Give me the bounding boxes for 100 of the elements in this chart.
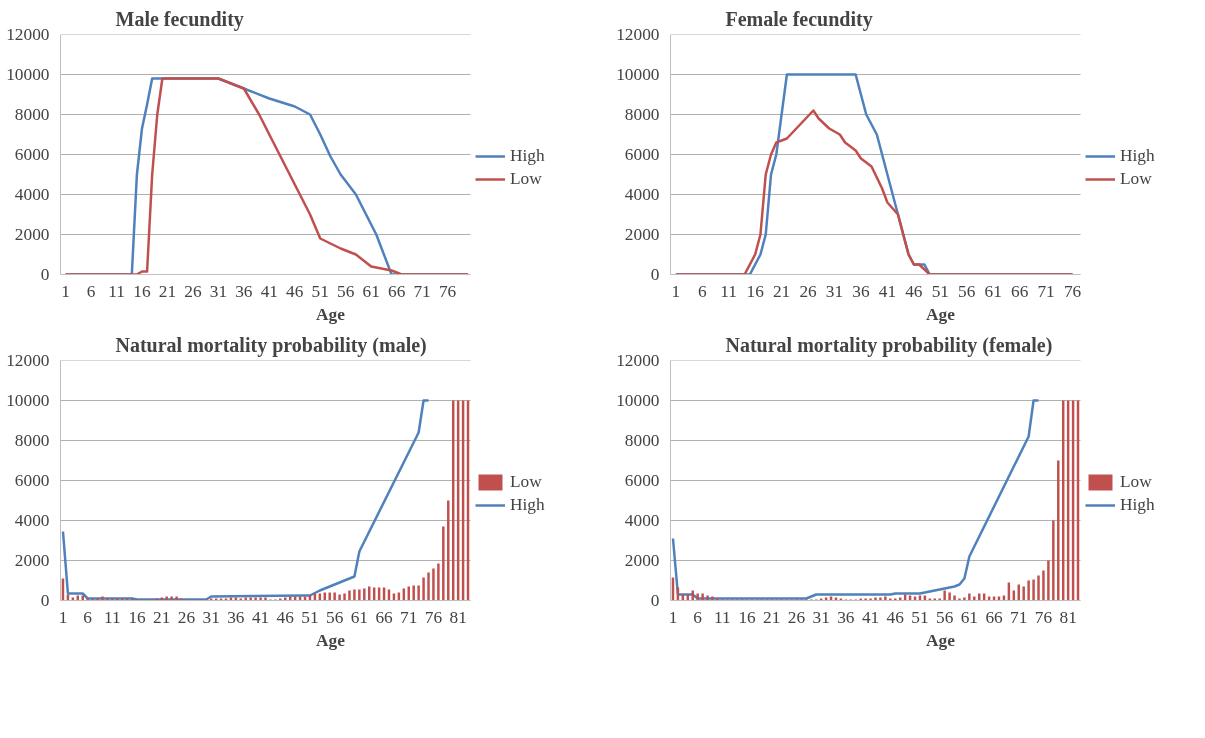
x-tick-label: 11 [714, 607, 731, 627]
x-tick-label: 46 [886, 607, 905, 627]
x-tick-label: 56 [337, 281, 355, 301]
x-tick-label: 41 [861, 607, 880, 627]
x-tick-label: 46 [276, 607, 295, 627]
x-tick-label: 51 [311, 281, 329, 301]
x-tick-label: 36 [852, 281, 870, 301]
y-tick-label: 6000 [14, 145, 50, 164]
x-tick-label: 61 [960, 607, 979, 627]
x-tick-label: 16 [746, 281, 765, 301]
x-tick-label: 56 [958, 281, 976, 301]
chart-title: Male fecundity [115, 7, 244, 31]
x-tick-label: 11 [108, 281, 125, 301]
x-tick-label: 56 [935, 607, 954, 627]
y-tick-label: 6000 [624, 471, 660, 490]
x-tick-label: 36 [227, 607, 245, 627]
x-tick-label: 31 [209, 281, 228, 301]
x-axis-title: Age [316, 304, 346, 324]
x-tick-label: 76 [424, 607, 443, 627]
legend-label: Low [510, 169, 542, 189]
y-tick-label: 4000 [624, 511, 660, 530]
x-tick-label: 71 [400, 607, 418, 627]
x-tick-label: 56 [325, 607, 344, 627]
x-tick-label: 51 [931, 281, 949, 301]
legend-label: High [1120, 146, 1155, 166]
y-tick-label: 12000 [616, 351, 660, 370]
y-tick-label: 10000 [6, 65, 50, 84]
x-axis-title: Age [316, 630, 346, 650]
y-tick-label: 8000 [624, 431, 660, 450]
x-tick-label: 16 [738, 607, 757, 627]
chart-title: Natural mortality probability (male) [115, 333, 427, 357]
y-tick-label: 4000 [14, 511, 50, 530]
legend-label: Low [1120, 472, 1152, 492]
x-tick-label: 76 [1063, 281, 1082, 301]
y-tick-label: 2000 [14, 551, 50, 570]
y-tick-label: 2000 [14, 225, 50, 244]
x-tick-label: 71 [1010, 607, 1028, 627]
y-tick-label: 4000 [624, 185, 660, 204]
x-tick-label: 6 [697, 281, 707, 301]
x-tick-label: 76 [438, 281, 457, 301]
legend-label: High [1120, 495, 1155, 515]
x-tick-label: 76 [1034, 607, 1053, 627]
x-tick-label: 31 [202, 607, 220, 627]
x-tick-label: 26 [184, 281, 202, 301]
y-tick-label: 4000 [14, 185, 50, 204]
y-tick-label: 12000 [6, 351, 50, 370]
x-tick-label: 41 [260, 281, 278, 301]
x-tick-label: 1 [61, 281, 70, 301]
y-tick-label: 10000 [6, 391, 50, 410]
x-tick-label: 71 [413, 281, 431, 301]
x-tick-label: 51 [301, 607, 319, 627]
x-tick-label: 6 [86, 281, 96, 301]
x-tick-label: 41 [878, 281, 897, 301]
x-tick-label: 81 [1059, 607, 1077, 627]
x-tick-label: 81 [449, 607, 467, 627]
legend-label: High [510, 495, 545, 515]
y-tick-label: 8000 [624, 105, 660, 124]
x-tick-label: 21 [772, 281, 791, 301]
x-tick-label: 66 [375, 607, 394, 627]
y-tick-label: 8000 [14, 105, 50, 124]
y-tick-label: 0 [650, 591, 660, 610]
x-tick-label: 31 [812, 607, 830, 627]
legend-label: High [510, 146, 545, 166]
x-tick-label: 66 [1011, 281, 1029, 301]
x-axis-title: Age [926, 304, 956, 324]
x-tick-label: 61 [350, 607, 369, 627]
x-tick-label: 51 [911, 607, 929, 627]
y-tick-label: 0 [650, 265, 660, 284]
x-tick-label: 26 [787, 607, 806, 627]
y-tick-label: 12000 [6, 25, 50, 44]
x-tick-label: 36 [235, 281, 253, 301]
x-tick-label: 6 [693, 607, 703, 627]
y-tick-label: 0 [40, 265, 50, 284]
x-tick-label: 1 [668, 607, 678, 627]
x-tick-label: 16 [133, 281, 151, 301]
x-tick-label: 61 [362, 281, 380, 301]
x-tick-label: 46 [905, 281, 923, 301]
x-tick-label: 11 [104, 607, 121, 627]
x-tick-label: 16 [128, 607, 147, 627]
x-tick-label: 21 [763, 607, 781, 627]
x-tick-label: 41 [251, 607, 270, 627]
x-tick-label: 11 [720, 281, 738, 301]
x-tick-label: 1 [671, 281, 681, 301]
x-tick-label: 21 [158, 281, 177, 301]
x-tick-label: 66 [985, 607, 1004, 627]
x-tick-label: 6 [83, 607, 93, 627]
x-tick-label: 46 [286, 281, 304, 301]
y-tick-label: 12000 [616, 25, 660, 44]
y-tick-label: 6000 [624, 145, 660, 164]
chart-title: Natural mortality probability (female) [725, 333, 1053, 357]
x-tick-label: 26 [177, 607, 196, 627]
x-tick-label: 66 [387, 281, 406, 301]
y-tick-label: 2000 [624, 225, 660, 244]
y-tick-label: 6000 [14, 471, 50, 490]
x-axis-title: Age [926, 630, 956, 650]
legend-label: Low [1120, 169, 1152, 189]
x-tick-label: 36 [837, 607, 855, 627]
legend-label: Low [510, 472, 542, 492]
y-tick-label: 10000 [616, 65, 660, 84]
y-tick-label: 8000 [14, 431, 50, 450]
